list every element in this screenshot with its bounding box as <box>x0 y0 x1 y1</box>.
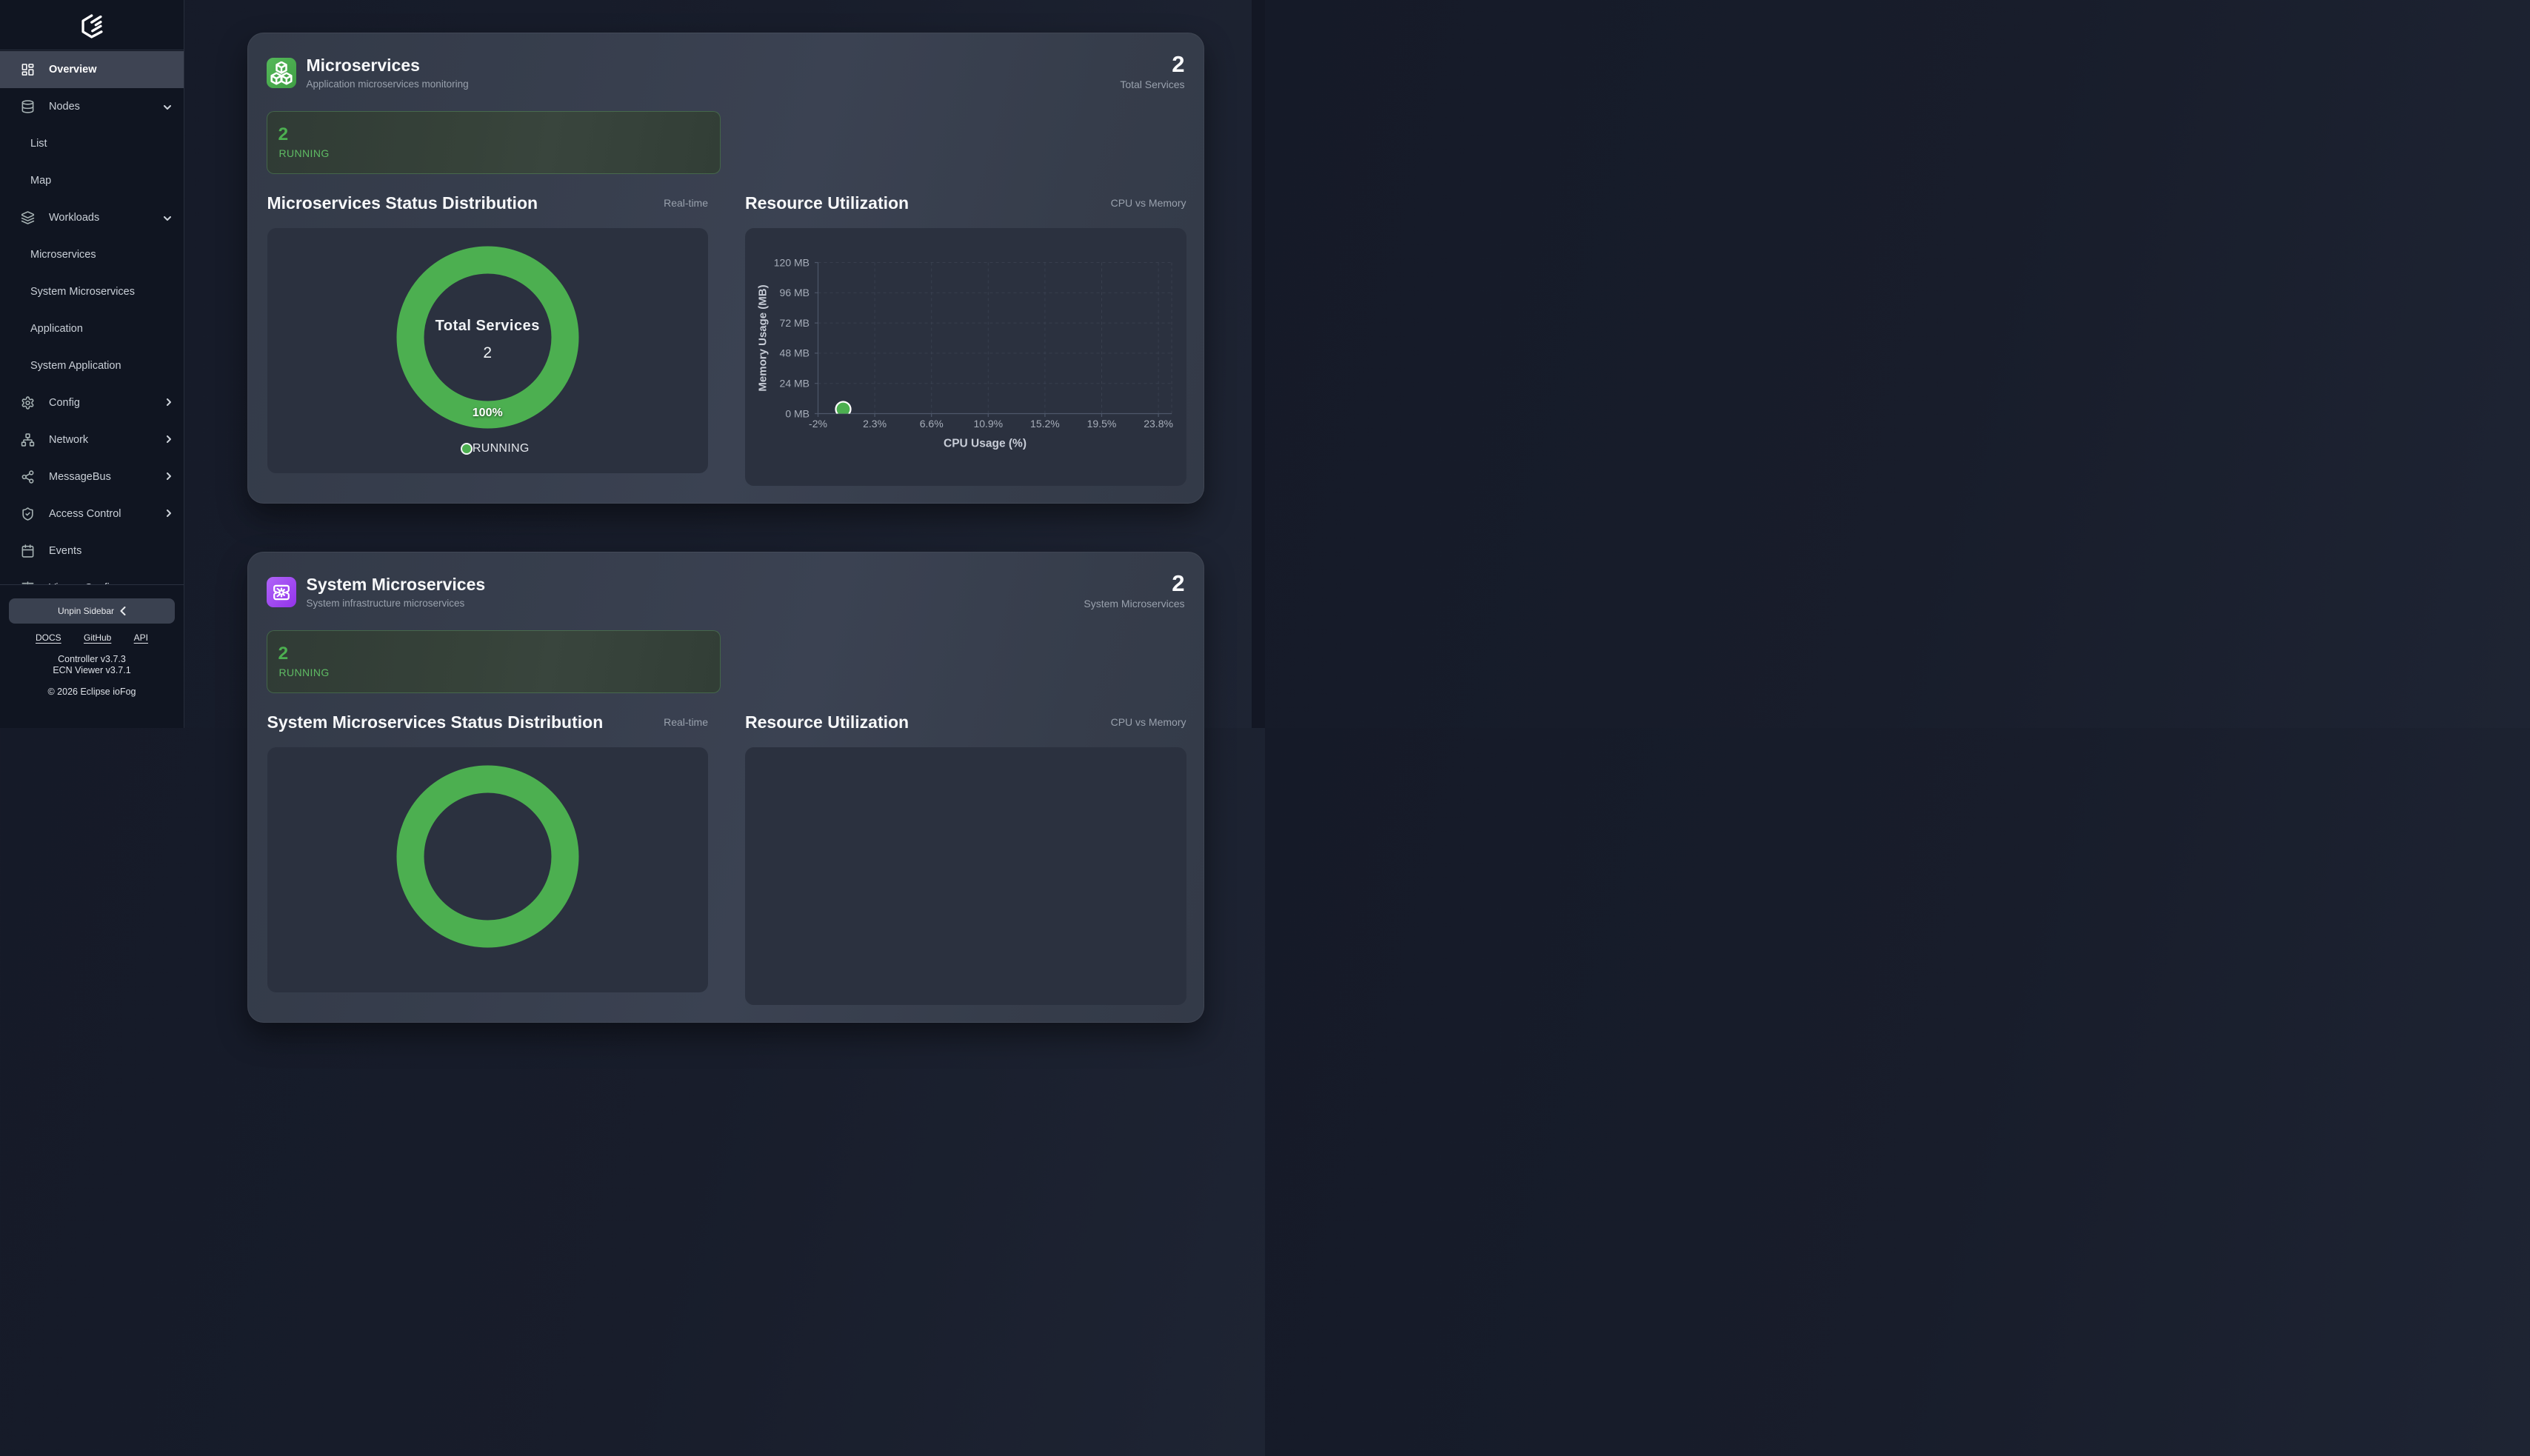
svg-text:CPU Usage (%): CPU Usage (%) <box>944 438 1027 450</box>
svg-text:24 MB: 24 MB <box>780 378 810 390</box>
svg-text:2.3%: 2.3% <box>863 418 887 430</box>
svg-text:6.6%: 6.6% <box>920 418 944 430</box>
svg-text:-2%: -2% <box>809 418 827 430</box>
svg-text:120 MB: 120 MB <box>774 256 810 268</box>
svg-text:10.9%: 10.9% <box>973 418 1003 430</box>
svg-text:48 MB: 48 MB <box>780 347 810 359</box>
svg-text:Memory Usage (MB): Memory Usage (MB) <box>757 284 770 391</box>
svg-text:15.2%: 15.2% <box>1030 418 1060 430</box>
svg-text:72 MB: 72 MB <box>780 317 810 329</box>
svg-text:23.8%: 23.8% <box>1144 418 1173 430</box>
svg-text:96 MB: 96 MB <box>780 287 810 298</box>
svg-text:0 MB: 0 MB <box>785 407 810 419</box>
svg-text:19.5%: 19.5% <box>1087 418 1117 430</box>
